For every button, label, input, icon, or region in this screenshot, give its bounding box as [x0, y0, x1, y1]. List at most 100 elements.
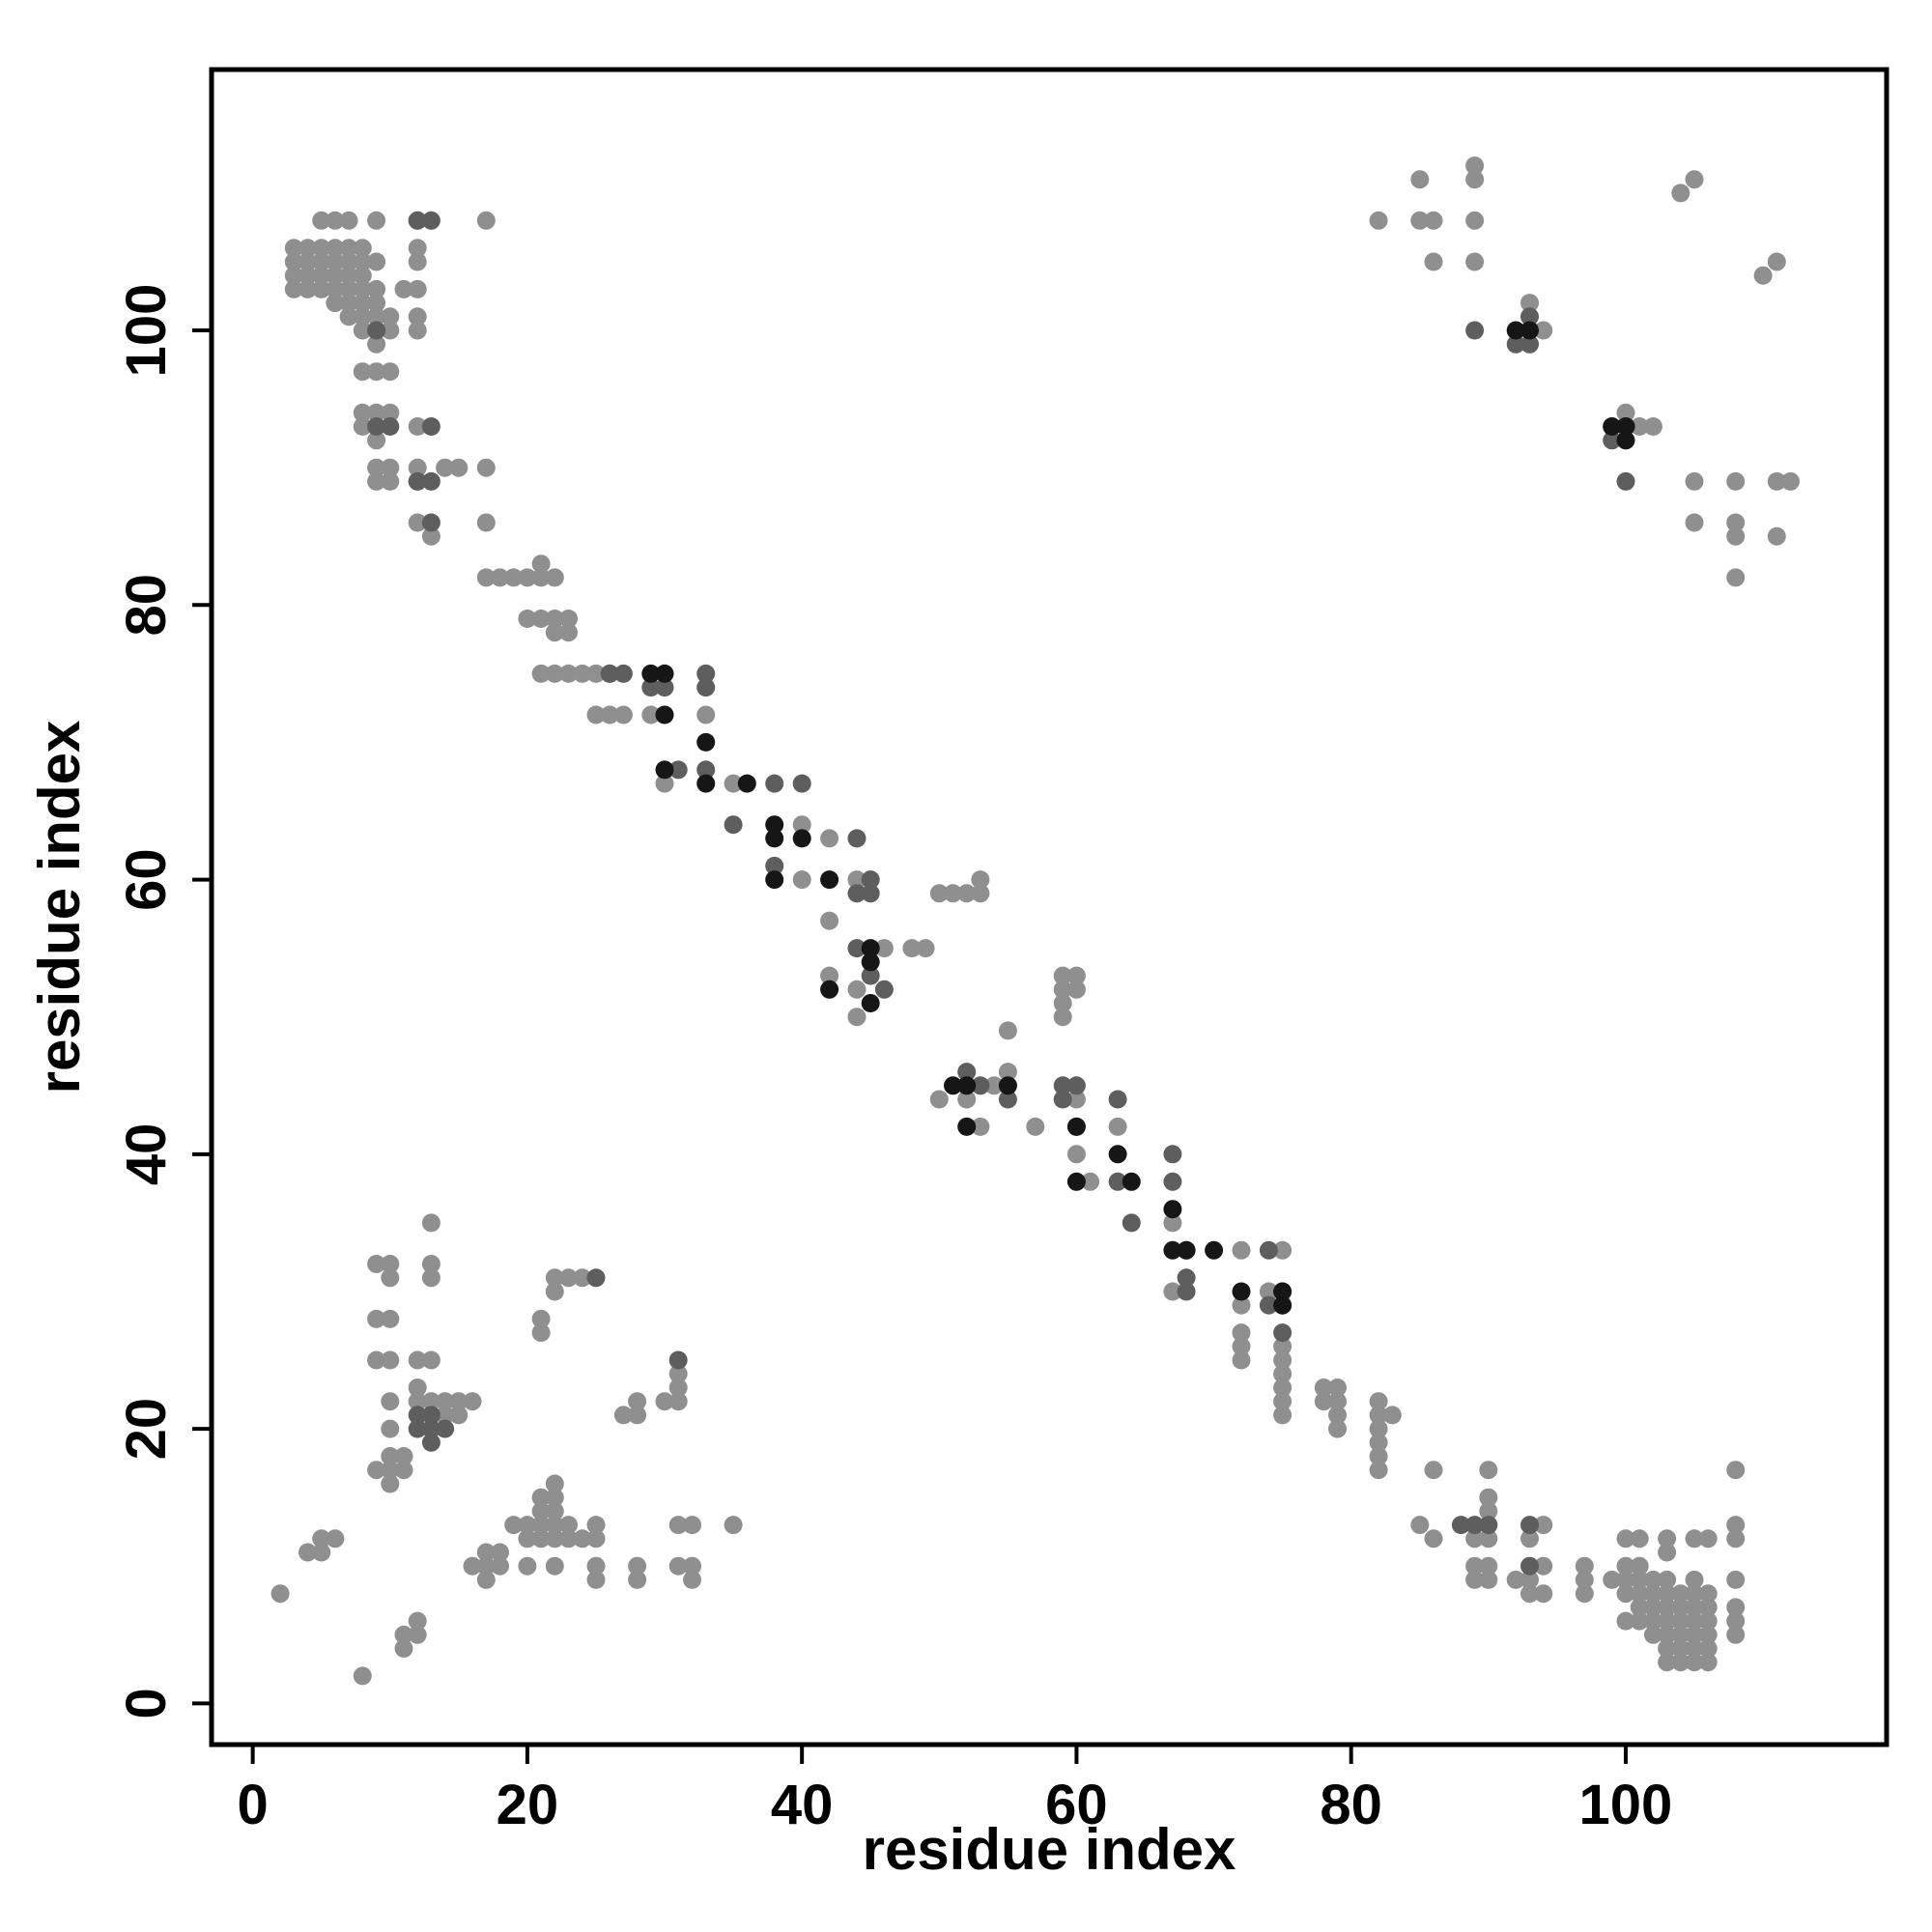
contact-point-light — [381, 403, 400, 422]
contact-point-light — [545, 623, 564, 642]
contact-point-medium — [1163, 1172, 1182, 1191]
contact-point-medium — [1177, 1268, 1196, 1288]
contact-point-medium — [421, 513, 440, 532]
contact-point-light — [545, 1268, 564, 1288]
contact-point-medium — [421, 1419, 440, 1438]
contact-point-light — [613, 1406, 633, 1425]
contact-point-light — [491, 1543, 509, 1562]
contact-point-light — [1053, 980, 1072, 999]
contact-point-medium — [421, 471, 440, 491]
points-layer — [270, 156, 1800, 1686]
contact-point-medium — [696, 760, 716, 780]
contact-point-medium — [367, 417, 386, 436]
contact-point-light — [339, 266, 358, 285]
contact-point-light — [944, 884, 962, 903]
contact-point-light — [531, 1516, 551, 1535]
contact-point-medium — [421, 1406, 440, 1425]
contact-point-light — [367, 252, 386, 271]
contact-point-light — [408, 1350, 427, 1370]
contact-point-medium — [1066, 1076, 1086, 1095]
contact-point-light — [668, 1556, 688, 1576]
contact-point-light — [586, 1570, 606, 1589]
contact-point-light — [1465, 156, 1485, 175]
contact-point-light — [1479, 1488, 1498, 1507]
contact-point-light — [1232, 1337, 1251, 1356]
x-tick-label: 60 — [1045, 1774, 1108, 1836]
contact-point-medium — [696, 678, 716, 697]
contact-point-medium — [408, 1419, 427, 1438]
contact-point-light — [284, 239, 303, 258]
contact-point-light — [1066, 966, 1086, 985]
contact-point-light — [586, 1556, 606, 1576]
contact-point-light — [559, 664, 578, 683]
contact-point-light — [367, 1255, 386, 1273]
contact-point-light — [1658, 1543, 1677, 1562]
contact-point-light — [1328, 1392, 1347, 1411]
contact-point-light — [1479, 1501, 1498, 1520]
contact-point-medium — [668, 760, 688, 780]
contact-point-light — [298, 279, 317, 298]
contact-point-light — [531, 1488, 551, 1507]
contact-point-light — [1643, 1611, 1662, 1631]
contact-point-dark — [1177, 1240, 1196, 1260]
contact-point-light — [1382, 1406, 1402, 1425]
contact-point-light — [545, 1474, 564, 1493]
contact-point-light — [312, 1543, 331, 1562]
contact-point-light — [1369, 211, 1388, 230]
contact-point-light — [545, 1529, 564, 1548]
contact-point-light — [367, 471, 386, 491]
contact-point-light — [381, 1461, 400, 1480]
contact-point-light — [929, 884, 949, 903]
contact-point-medium — [668, 1350, 688, 1370]
contact-point-medium — [600, 664, 619, 683]
contact-point-dark — [1232, 1282, 1251, 1301]
contact-point-light — [1232, 1240, 1251, 1260]
contact-point-light — [1479, 1570, 1498, 1589]
contact-point-light — [1273, 1378, 1293, 1397]
contact-point-medium — [957, 1063, 977, 1082]
contact-point-dark — [861, 952, 880, 972]
contact-point-light — [1685, 513, 1704, 532]
contact-point-medium — [1603, 431, 1622, 450]
contact-point-dark — [641, 664, 661, 683]
contact-point-light — [353, 362, 372, 382]
contact-point-medium — [765, 856, 784, 875]
x-axis-title: residue index — [863, 1817, 1236, 1882]
contact-point-light — [1685, 1625, 1704, 1644]
contact-point-light — [1575, 1556, 1594, 1576]
contact-point-light — [381, 362, 400, 382]
contact-point-dark — [696, 732, 716, 752]
contact-point-light — [518, 568, 537, 587]
contact-point-dark — [1122, 1172, 1141, 1191]
contact-point-medium — [1108, 1172, 1127, 1191]
contact-point-light — [1685, 1598, 1704, 1617]
contact-point-medium — [436, 1419, 455, 1438]
contact-point-medium — [586, 1268, 606, 1288]
contact-point-light — [408, 307, 427, 327]
contact-point-medium — [847, 829, 867, 848]
contact-point-light — [408, 252, 427, 271]
contact-point-light — [1643, 1570, 1662, 1589]
contact-point-light — [408, 417, 427, 436]
contact-point-light — [518, 1529, 537, 1548]
contact-point-dark — [765, 870, 784, 890]
contact-point-light — [312, 266, 331, 285]
contact-point-medium — [1451, 1516, 1470, 1535]
contact-point-light — [792, 815, 811, 835]
contact-point-light — [1232, 1295, 1251, 1315]
contact-point-light — [668, 1364, 688, 1383]
contact-point-light — [1273, 1350, 1293, 1370]
contact-point-medium — [641, 678, 661, 697]
contact-point-light — [298, 266, 317, 285]
contact-point-light — [408, 1378, 427, 1397]
contact-point-light — [1616, 1529, 1635, 1548]
contact-point-light — [367, 362, 386, 382]
contact-point-light — [1424, 1529, 1443, 1548]
contact-point-light — [1630, 1570, 1649, 1589]
contact-point-medium — [724, 815, 743, 835]
contact-point-light — [436, 1406, 455, 1425]
contact-point-light — [1726, 1611, 1746, 1631]
contact-point-light — [1726, 1529, 1746, 1548]
contact-point-light — [1534, 1516, 1553, 1535]
